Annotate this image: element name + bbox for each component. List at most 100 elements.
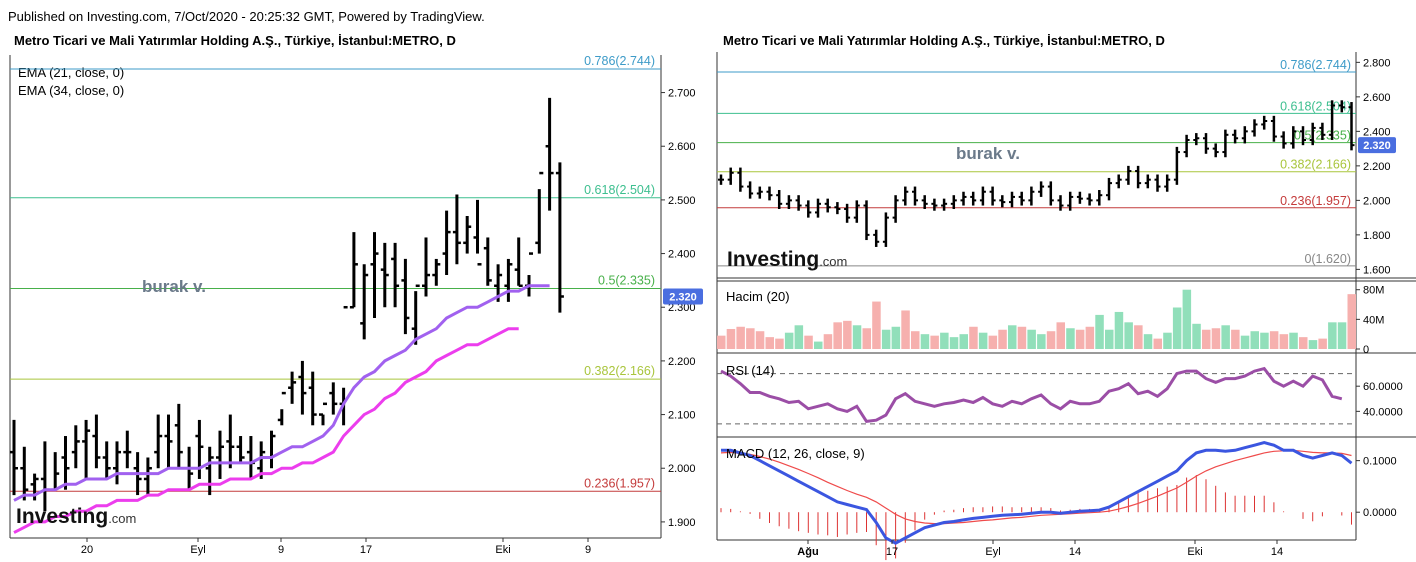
- right-chart-title: Metro Ticari ve Mali Yatırımlar Holding …: [723, 33, 1165, 48]
- right-x-tick-label: 14: [1271, 546, 1283, 558]
- legend-ema34: EMA (34, close, 0): [18, 83, 124, 98]
- volume-bar: [823, 334, 833, 349]
- ema21-line: [13, 284, 550, 502]
- left-logo-suffix: .com: [108, 511, 136, 526]
- right-y-tick-label: 1.600: [1363, 264, 1391, 276]
- right-indicator-chart[interactable]: 0.786(2.744)0.618(2.504)0.5(2.335)0.382(…: [708, 0, 1416, 562]
- volume-bar: [794, 325, 804, 349]
- fib-label-0.236: 0.236(1.957): [584, 476, 655, 490]
- volume-bar: [1328, 322, 1337, 349]
- volume-bar: [1124, 322, 1133, 349]
- volume-bar: [765, 337, 774, 349]
- left-y-tick-label: 2.000: [668, 463, 696, 475]
- volume-bar: [1163, 332, 1172, 349]
- volume-bar: [1192, 323, 1201, 349]
- volume-bar: [1279, 334, 1289, 349]
- left-chart-title: Metro Ticari ve Mali Yatırımlar Holding …: [14, 33, 456, 48]
- left-price-chart[interactable]: EMA (21, close, 0) EMA (34, close, 0) 0.78…: [0, 0, 708, 562]
- right-x-tick-label: 17: [886, 546, 898, 558]
- volume-bar: [1105, 329, 1114, 349]
- volume-bar: [891, 326, 901, 349]
- volume-bar: [1202, 329, 1211, 349]
- left-x-tick-label: 17: [360, 544, 372, 556]
- volume-bar: [1027, 329, 1036, 349]
- volume-bar: [1250, 331, 1259, 349]
- fib-label-0.786: 0.786(2.744): [1280, 58, 1351, 72]
- left-x-tick-label: 20: [81, 544, 93, 556]
- rsi-label: RSI (14): [726, 363, 774, 378]
- volume-bar: [1046, 331, 1056, 349]
- fib-label-0.382: 0.382(2.166): [584, 364, 655, 378]
- rsi-tick-label: 40.0000: [1363, 406, 1403, 418]
- right-y-tick-label: 2.000: [1363, 195, 1391, 207]
- right-x-tick-label: Ağu: [797, 546, 818, 558]
- macd-label: MACD (12, 26, close, 9): [726, 446, 865, 461]
- right-y-tick-label: 2.400: [1363, 126, 1391, 138]
- last-price-label: 2.320: [669, 292, 697, 304]
- volume-bar: [1221, 325, 1230, 349]
- fib-label-0.618: 0.618(2.504): [584, 183, 655, 197]
- volume-bar: [1085, 326, 1095, 349]
- volume-bar: [1289, 332, 1298, 349]
- last-price-tag: [1358, 137, 1396, 154]
- right-y-tick-label: 2.800: [1363, 57, 1391, 69]
- left-y-tick-label: 2.400: [668, 249, 696, 261]
- volume-bar: [852, 325, 862, 349]
- macd-tick-label: 0.1000: [1363, 456, 1397, 468]
- legend-ema21: EMA (21, close, 0): [18, 65, 124, 80]
- volume-bar: [736, 326, 745, 349]
- left-y-tick-label: 2.100: [668, 410, 696, 422]
- volume-tick-label: 40M: [1363, 314, 1384, 326]
- right-y-tick-label: 2.600: [1363, 92, 1391, 104]
- right-x-tick-label: Eyl: [985, 546, 1000, 558]
- volume-bar: [872, 301, 881, 349]
- right-logo-suffix: .com: [819, 254, 847, 269]
- volume-bar: [881, 329, 891, 349]
- volume-bar: [1114, 311, 1124, 349]
- left-x-tick-label: Eki: [495, 544, 510, 556]
- volume-bar: [911, 331, 920, 349]
- volume-bar: [1182, 289, 1192, 349]
- right-y-tick-label: 1.800: [1363, 230, 1391, 242]
- volume-bar: [775, 338, 784, 349]
- ema34-line: [13, 327, 519, 534]
- volume-bar: [978, 332, 988, 349]
- volume-bar: [998, 329, 1007, 349]
- volume-bar: [1153, 338, 1162, 349]
- right-logo: Investing.com: [727, 248, 847, 271]
- right-y-tick-label: 2.200: [1363, 161, 1391, 173]
- volume-bar: [1172, 307, 1182, 349]
- left-x-tick-label: 9: [585, 544, 591, 556]
- volume-bar: [1231, 329, 1240, 349]
- volume-bar: [930, 335, 939, 349]
- volume-label: Hacim (20): [726, 289, 790, 304]
- volume-bar: [940, 332, 949, 349]
- volume-bar: [1308, 340, 1318, 349]
- volume-bar: [746, 328, 755, 349]
- volume-bar: [1337, 322, 1347, 349]
- volume-bar: [920, 334, 930, 349]
- published-info: Published on Investing.com, 7/Oct/2020 -…: [8, 9, 485, 24]
- left-y-tick-label: 2.500: [668, 195, 696, 207]
- volume-bar: [1318, 338, 1327, 349]
- volume-bar: [901, 310, 910, 349]
- rsi-line: [720, 366, 1343, 424]
- rsi-tick-label: 60.0000: [1363, 381, 1403, 393]
- left-y-tick-label: 2.200: [668, 356, 696, 368]
- volume-bar: [814, 341, 823, 349]
- volume-bar: [717, 335, 726, 349]
- volume-bar: [1066, 328, 1075, 349]
- volume-bar: [949, 337, 959, 349]
- left-x-tick-label: 9: [278, 544, 284, 556]
- volume-bar: [1211, 328, 1221, 349]
- right-x-tick-label: Eki: [1187, 546, 1202, 558]
- volume-bar: [1143, 334, 1153, 349]
- right-x-tick-label: 14: [1069, 546, 1081, 558]
- fib-label-0.382: 0.382(2.166): [1280, 158, 1351, 172]
- volume-bar: [1075, 329, 1085, 349]
- volume-bar: [959, 334, 968, 349]
- volume-bar: [1347, 294, 1356, 349]
- last-price-label: 2.320: [1363, 140, 1391, 152]
- fib-label-0.236: 0.236(1.957): [1280, 194, 1351, 208]
- watermark: burak v.: [956, 144, 1020, 163]
